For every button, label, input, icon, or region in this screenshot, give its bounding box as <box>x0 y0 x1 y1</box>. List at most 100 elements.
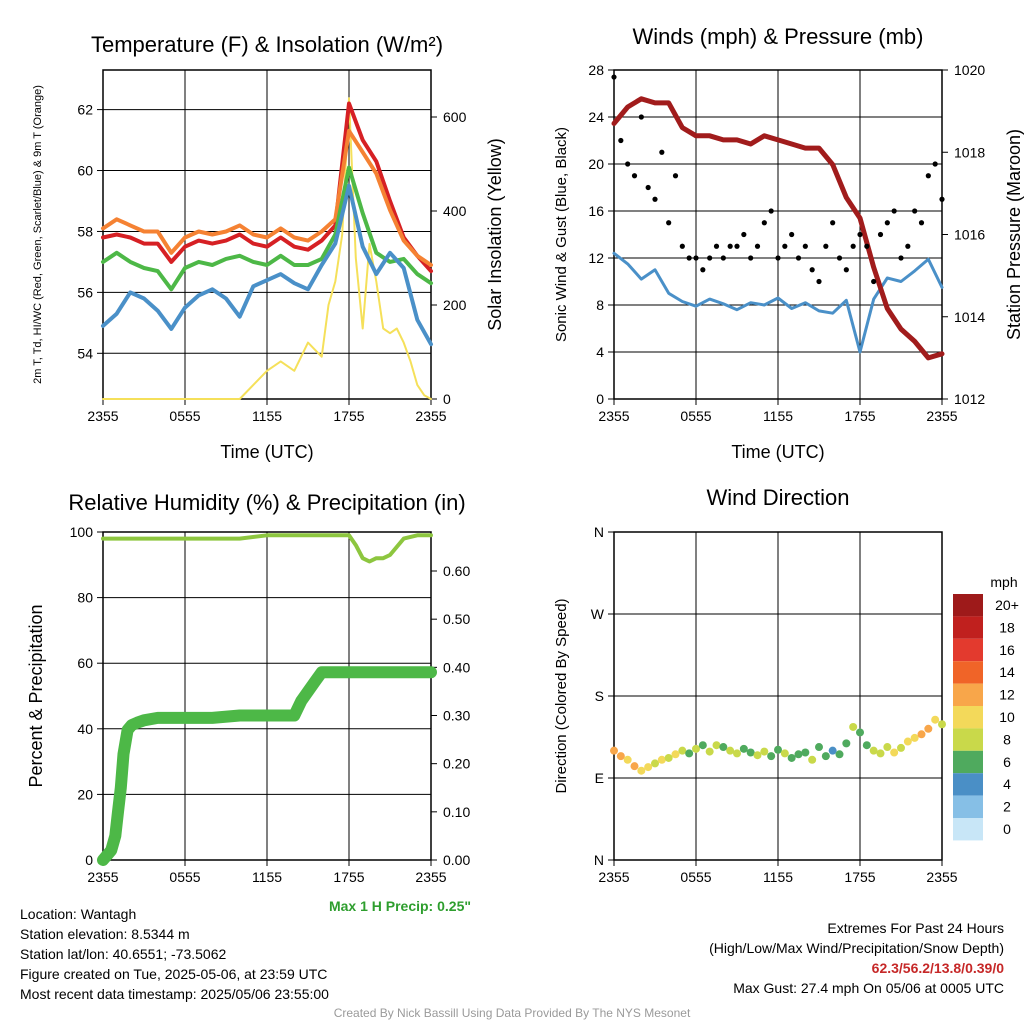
y-tick-label: 56 <box>77 284 93 300</box>
insolation-line <box>102 97 432 400</box>
direction-point <box>753 751 762 760</box>
x-tick-label: 1155 <box>252 869 282 885</box>
direction-point <box>842 739 851 748</box>
y-tick-label: 60 <box>77 655 93 671</box>
y-axis-label: Sonic Wind & Gust (Blue, Black) <box>553 127 570 342</box>
y-tick-label: 8 <box>596 297 604 313</box>
gust-point <box>932 161 938 167</box>
created-text: Figure created on Tue, 2025-05-06, at 23… <box>20 966 328 982</box>
y-tick-label: W <box>591 606 605 622</box>
direction-point <box>671 750 680 759</box>
colorbar-label: 6 <box>1003 754 1011 770</box>
direction-point <box>828 746 837 755</box>
max-gust-text: Max Gust: 27.4 mph On 05/06 at 0005 UTC <box>733 980 1004 996</box>
colorbar-label: 12 <box>999 687 1015 703</box>
direction-point <box>862 741 871 750</box>
gust-point <box>679 243 685 249</box>
gust-point <box>761 220 767 226</box>
direction-point <box>801 748 810 757</box>
direction-point <box>815 743 823 752</box>
extremes-info: Extremes For Past 24 Hours (High/Low/Max… <box>709 918 1004 998</box>
y-right-tick-label: 400 <box>443 203 467 219</box>
direction-point <box>616 752 625 761</box>
y-tick-label: 16 <box>588 203 604 219</box>
precip-line <box>97 666 437 866</box>
y-tick-label: 20 <box>77 786 93 802</box>
colorbar-label: 2 <box>1003 799 1011 815</box>
gust-point <box>625 161 631 167</box>
y-tick-label: 12 <box>588 250 604 266</box>
y-tick-label: 80 <box>77 590 93 606</box>
y-tick-label: 0 <box>596 391 604 407</box>
plot-frame <box>102 69 432 400</box>
direction-point <box>903 737 912 746</box>
direction-point <box>610 746 618 755</box>
gust-point <box>693 255 699 261</box>
y-right-tick-label: 0.60 <box>443 563 470 579</box>
x-axis-label: Time (UTC) <box>220 442 313 462</box>
gust-point <box>645 184 651 191</box>
gust-point <box>734 243 740 249</box>
direction-point <box>651 759 659 768</box>
gust-point <box>672 173 679 179</box>
gust-point <box>631 173 638 179</box>
colorbar-swatch <box>953 616 983 639</box>
gust-point <box>666 220 672 226</box>
y-tick-label: E <box>595 770 604 786</box>
gust-point <box>891 208 897 214</box>
gust-point <box>905 243 911 249</box>
colorbar-label: 8 <box>1003 731 1011 747</box>
direction-point <box>692 744 700 753</box>
direction-point <box>657 755 666 764</box>
x-tick-label: 0555 <box>680 869 711 885</box>
x-tick-label: 2355 <box>598 869 629 885</box>
colorbar-title: mph <box>990 574 1017 590</box>
gust-point <box>741 231 747 238</box>
direction-point <box>733 749 741 758</box>
series-line-td <box>101 165 433 292</box>
gust-point <box>864 243 870 249</box>
chart-title: Winds (mph) & Pressure (mb) <box>633 24 924 49</box>
colorbar-label: 14 <box>999 664 1015 680</box>
gust-point <box>877 231 884 238</box>
y-tick-label: 60 <box>77 163 93 179</box>
y-right-tick-label: 0.00 <box>443 852 470 868</box>
y-right-tick-label: 0 <box>443 391 451 407</box>
direction-point <box>897 743 905 752</box>
direction-point <box>883 743 892 752</box>
series-line-9m-t <box>101 128 433 267</box>
max-precip-annotation: Max 1 H Precip: 0.25" <box>329 898 471 914</box>
gust-point <box>850 243 856 249</box>
x-tick-label: 1155 <box>763 408 793 424</box>
direction-point <box>794 750 803 759</box>
gust-point <box>720 255 726 261</box>
x-tick-label: 0555 <box>169 869 200 885</box>
direction-point <box>746 748 755 757</box>
direction-point <box>767 752 776 761</box>
colorbar-label: 16 <box>999 642 1015 658</box>
colorbar-swatch <box>953 638 983 662</box>
colorbar-label: 18 <box>999 619 1015 635</box>
y-tick-label: 40 <box>77 721 93 737</box>
plot-frame <box>102 531 432 861</box>
direction-point <box>787 753 796 762</box>
gust-point <box>898 255 904 261</box>
y-axis-label: 2m T, Td, HI/WC (Red, Green, Scarlet/Blu… <box>32 85 44 384</box>
y-tick-label: 4 <box>596 344 604 360</box>
x-tick-label: 2355 <box>87 408 118 424</box>
y-right-axis-label: Station Pressure (Maroon) <box>1004 129 1024 340</box>
gust-point <box>686 255 692 261</box>
y-right-tick-label: 0.30 <box>443 708 470 724</box>
y-tick-label: 28 <box>588 62 604 78</box>
y-right-tick-label: 0.40 <box>443 659 470 675</box>
rh-line <box>101 533 433 564</box>
direction-point <box>910 733 919 742</box>
y-tick-label: N <box>594 524 604 540</box>
gust-point <box>659 149 665 155</box>
direction-point <box>644 763 653 772</box>
series-line-2m-t <box>101 101 433 274</box>
direction-point <box>917 730 926 739</box>
gust-point <box>782 243 788 249</box>
direction-point <box>698 741 707 750</box>
